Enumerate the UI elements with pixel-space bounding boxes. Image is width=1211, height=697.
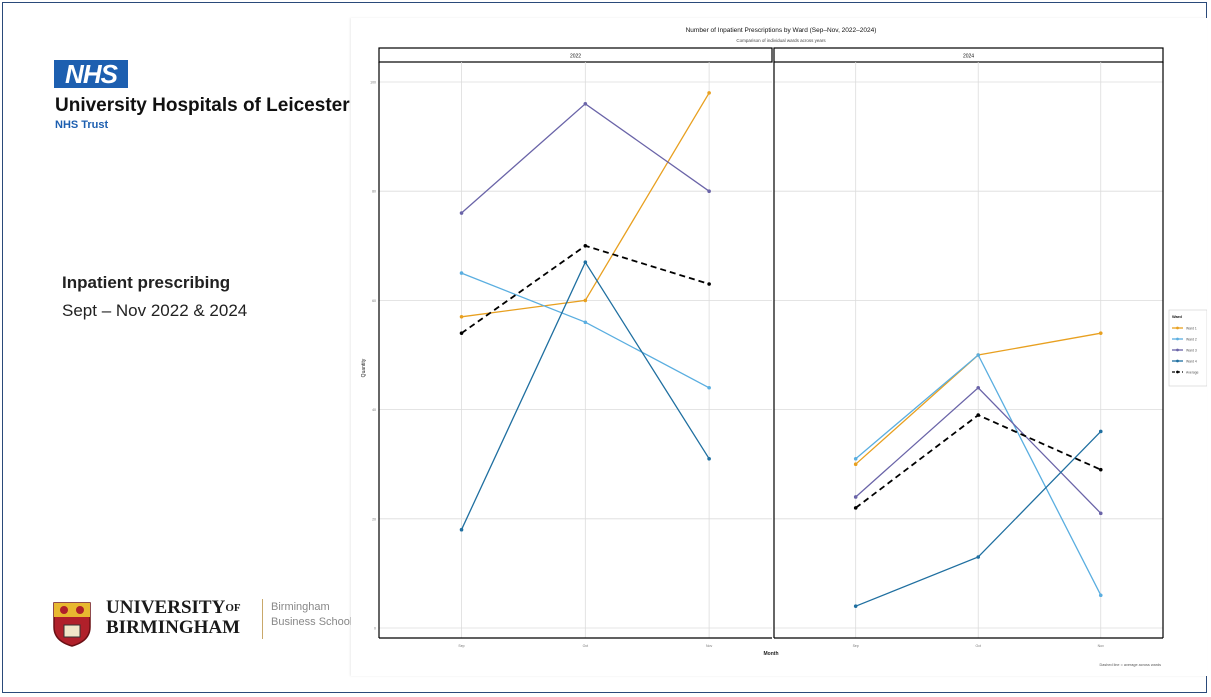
- y-tick-label: 20: [372, 517, 376, 521]
- legend-marker: [1176, 326, 1179, 330]
- data-point: [459, 211, 464, 215]
- data-point: [976, 353, 981, 357]
- data-point: [583, 320, 588, 325]
- y-tick-label: 100: [370, 81, 376, 85]
- legend-title: Ward: [1172, 314, 1182, 319]
- data-point: [976, 555, 981, 559]
- data-point: [707, 189, 711, 193]
- y-tick-label: 80: [372, 190, 376, 194]
- data-point: [853, 456, 858, 461]
- x-tick-label: Oct: [583, 644, 588, 648]
- legend-marker: [1176, 370, 1179, 374]
- y-tick-label: 60: [372, 299, 376, 303]
- line-chart: Number of Inpatient Prescriptions by War…: [361, 27, 1207, 667]
- data-point: [1098, 429, 1103, 434]
- chart-subtitle: Comparison of individual wards across ye…: [736, 38, 826, 43]
- data-point: [853, 495, 858, 499]
- business-school-name: Birmingham Business School: [271, 601, 353, 628]
- data-point: [853, 462, 858, 467]
- x-tick-label: Sep: [853, 644, 859, 648]
- data-point: [583, 102, 588, 106]
- data-point: [1098, 511, 1103, 516]
- legend-marker: [1176, 337, 1179, 341]
- y-tick-label: 0: [374, 627, 376, 631]
- data-point: [1098, 593, 1103, 598]
- x-tick-label: Nov: [706, 644, 712, 648]
- data-point: [853, 506, 858, 510]
- legend-label: Average: [1186, 370, 1199, 374]
- org-subtitle: NHS Trust: [55, 119, 109, 131]
- x-tick-label: Nov: [1098, 644, 1104, 648]
- university-crest-icon: [53, 602, 91, 647]
- data-point: [707, 385, 711, 390]
- legend-box: [1168, 309, 1207, 387]
- chart-caption: Dashed line = average across wards: [1099, 663, 1161, 667]
- data-point: [1098, 331, 1103, 335]
- nhs-logo: NHS: [54, 60, 128, 88]
- y-axis-label: Quantity: [361, 358, 367, 377]
- legend-label: Ward 4: [1186, 359, 1197, 363]
- chart-title: Number of Inpatient Prescriptions by War…: [686, 27, 877, 34]
- org-name: University Hospitals of Leicester: [55, 95, 350, 116]
- uob-name: UNIVERSITYOF BIRMINGHAM: [106, 597, 241, 638]
- legend-label: Ward 3: [1186, 348, 1197, 352]
- legend-label: Ward 1: [1186, 326, 1197, 330]
- chart-legend: Ward Ward 1 Ward 2 Ward 3 Ward 4 Average: [1168, 309, 1207, 387]
- x-tick-label: Sep: [458, 644, 464, 648]
- chart-panel: Number of Inpatient Prescriptions by War…: [351, 18, 1207, 676]
- x-axis-label: Month: [764, 651, 779, 657]
- x-tick-label: Oct: [975, 644, 980, 648]
- slide-subtitle: Sept – Nov 2022 & 2024: [62, 301, 248, 320]
- facet-strip: [773, 47, 1164, 63]
- legend-marker: [1176, 359, 1179, 363]
- legend-label: Ward 2: [1186, 337, 1197, 341]
- slide-title: Inpatient prescribing: [62, 273, 231, 292]
- data-point: [707, 456, 711, 461]
- data-point: [976, 413, 981, 417]
- data-point: [707, 91, 711, 95]
- y-tick-label: 40: [372, 408, 376, 412]
- data-point: [976, 385, 981, 390]
- data-point: [459, 527, 464, 532]
- data-point: [583, 244, 588, 248]
- data-point: [459, 314, 464, 319]
- data-point: [583, 260, 588, 264]
- facet-strip: [378, 47, 773, 63]
- data-point: [853, 604, 858, 608]
- logo-divider: [262, 599, 263, 639]
- legend-marker: [1176, 348, 1179, 352]
- data-point: [459, 331, 464, 335]
- data-point: [707, 282, 711, 286]
- facet-label: 2022: [570, 54, 581, 60]
- data-point: [583, 298, 588, 303]
- data-point: [459, 271, 464, 275]
- facet-label: 2024: [963, 54, 974, 60]
- data-point: [1098, 467, 1103, 472]
